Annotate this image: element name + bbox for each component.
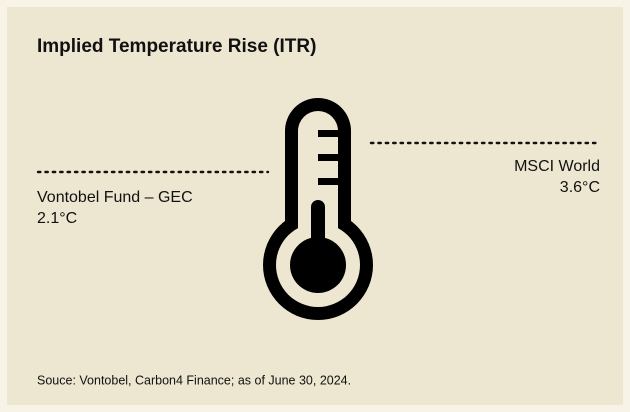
title: Implied Temperature Rise (ITR) [37, 36, 316, 57]
right-label: MSCI World [514, 158, 600, 175]
source-note: Souce: Vontobel, Carbon4 Finance; as of … [37, 373, 351, 387]
left-label: Vontobel Fund – GEC [37, 189, 193, 206]
left-value: 2.1°C [37, 210, 77, 227]
right-value: 3.6°C [560, 179, 600, 196]
thermometer-icon [263, 98, 373, 320]
